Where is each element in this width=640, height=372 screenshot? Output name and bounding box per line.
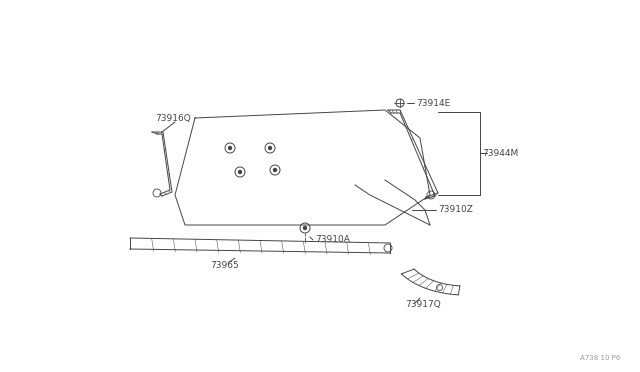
Text: A738 10 P6: A738 10 P6: [580, 355, 620, 361]
Circle shape: [228, 147, 232, 150]
Text: 73965: 73965: [210, 260, 239, 269]
Circle shape: [273, 169, 276, 171]
Text: 73914E: 73914E: [416, 99, 451, 108]
Text: 73944M: 73944M: [482, 148, 518, 157]
Circle shape: [303, 227, 307, 230]
Text: 73910A: 73910A: [315, 235, 350, 244]
Text: 73917Q: 73917Q: [405, 301, 441, 310]
Text: 73916Q: 73916Q: [155, 113, 191, 122]
Circle shape: [269, 147, 271, 150]
Text: 73910Z: 73910Z: [438, 205, 473, 215]
Circle shape: [239, 170, 241, 173]
